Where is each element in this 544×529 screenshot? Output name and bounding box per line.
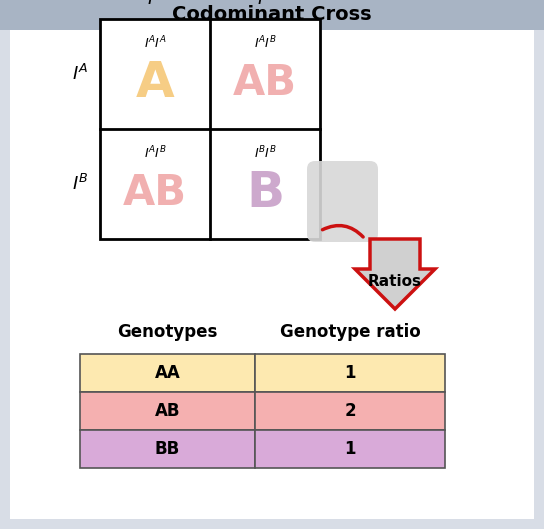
FancyBboxPatch shape (307, 161, 378, 242)
Text: $I^AI^B$: $I^AI^B$ (144, 145, 166, 161)
Text: $I^B$: $I^B$ (72, 174, 88, 194)
Bar (100, 19, 320, 239)
Text: $I^A$: $I^A$ (147, 0, 163, 9)
Bar (255, 430, 445, 468)
Text: Genotype ratio: Genotype ratio (280, 323, 421, 341)
Text: AB: AB (123, 172, 187, 214)
Bar (255, 392, 445, 430)
Text: AA: AA (154, 364, 181, 382)
Bar (80, 430, 255, 468)
Text: $I^B$: $I^B$ (257, 0, 273, 9)
Text: B: B (246, 169, 284, 217)
Text: BB: BB (155, 440, 180, 458)
Text: $I^AI^A$: $I^AI^A$ (144, 35, 166, 51)
Text: 1: 1 (344, 364, 356, 382)
Text: A: A (135, 59, 175, 107)
Text: AB: AB (154, 402, 180, 420)
Text: $I^AI^B$: $I^AI^B$ (254, 35, 276, 51)
Bar (255, 354, 445, 392)
Text: Codominant Cross: Codominant Cross (172, 5, 372, 24)
Bar (0, 0, 544, 30)
Text: $I^BI^B$: $I^BI^B$ (254, 145, 276, 161)
Text: Genotypes: Genotypes (118, 323, 218, 341)
Text: 2: 2 (344, 402, 356, 420)
Text: Ratios: Ratios (368, 275, 422, 289)
Bar (80, 392, 255, 430)
Text: 1: 1 (344, 440, 356, 458)
Text: $I^A$: $I^A$ (72, 64, 88, 84)
PathPatch shape (355, 239, 435, 309)
Text: AB: AB (233, 62, 297, 104)
FancyArrowPatch shape (323, 225, 363, 237)
Bar (80, 354, 255, 392)
